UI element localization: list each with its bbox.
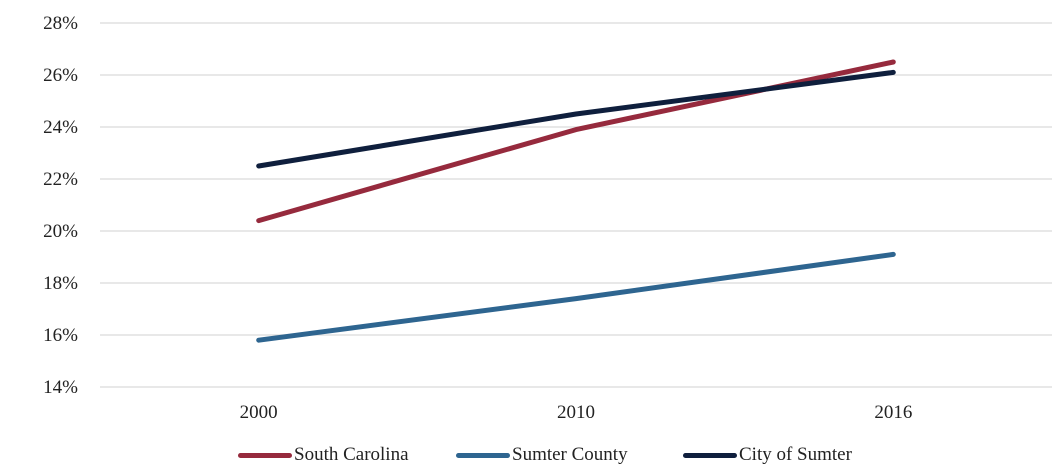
y-tick-label: 22% <box>43 169 78 190</box>
y-axis-tick-labels: 14% 16% 18% 20% 22% 24% 26% 28% <box>43 13 78 398</box>
legend-swatch-city-of-sumter <box>683 452 737 458</box>
y-tick-label: 20% <box>43 221 78 242</box>
y-tick-label: 28% <box>43 13 78 34</box>
x-tick-label: 2000 <box>240 402 278 423</box>
legend-item-south-carolina: South Carolina <box>238 443 409 467</box>
x-axis-tick-labels: 2000 2010 2016 <box>240 402 913 423</box>
x-tick-label: 2016 <box>874 402 912 423</box>
series-lines <box>256 59 896 343</box>
legend-swatch-south-carolina <box>238 452 292 458</box>
y-tick-label: 18% <box>43 273 78 294</box>
x-tick-label: 2010 <box>557 402 595 423</box>
y-tick-label: 14% <box>43 377 78 398</box>
line-chart: 14% 16% 18% 20% 22% 24% 26% 28% 2000 2010 2016 <box>43 13 1052 423</box>
legend-swatch-sumter-county <box>456 452 510 458</box>
y-tick-label: 16% <box>43 325 78 346</box>
y-tick-label: 26% <box>43 65 78 86</box>
legend: South Carolina Sumter County City of Sum… <box>0 443 1063 467</box>
legend-label-sumter-county: Sumter County <box>512 444 628 465</box>
series-line-city-of-sumter <box>256 69 896 169</box>
legend-label-city-of-sumter: City of Sumter <box>739 444 852 465</box>
legend-label-south-carolina: South Carolina <box>294 444 409 465</box>
legend-item-sumter-county: Sumter County <box>456 443 628 467</box>
legend-item-city-of-sumter: City of Sumter <box>683 443 852 467</box>
series-line-sumter-county <box>256 251 896 343</box>
y-tick-label: 24% <box>43 117 78 138</box>
gridlines <box>100 22 1052 388</box>
